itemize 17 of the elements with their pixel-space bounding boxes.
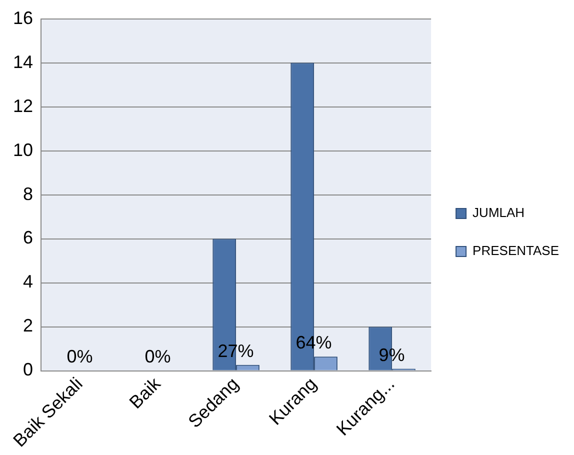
y-tick-label: 2 (23, 316, 34, 336)
legend-label: JUMLAH (472, 205, 525, 220)
data-label: 0% (144, 346, 171, 367)
y-tick-label: 0 (23, 360, 34, 380)
y-tick-label: 10 (12, 140, 34, 160)
data-label: 27% (218, 340, 254, 361)
data-label: 64% (296, 332, 332, 353)
y-tick-label: 12 (12, 96, 34, 116)
legend-label: PRESENTASE (472, 243, 560, 258)
x-tick-label: Baik (125, 372, 166, 413)
y-tick-label: 6 (23, 228, 34, 248)
y-tick-label: 4 (23, 272, 34, 292)
y-tick-label: 16 (12, 8, 34, 28)
data-label: 0% (66, 346, 93, 367)
y-tick-label: 14 (12, 52, 34, 72)
y-tick-label: 8 (23, 184, 34, 204)
data-label: 9% (378, 344, 405, 365)
